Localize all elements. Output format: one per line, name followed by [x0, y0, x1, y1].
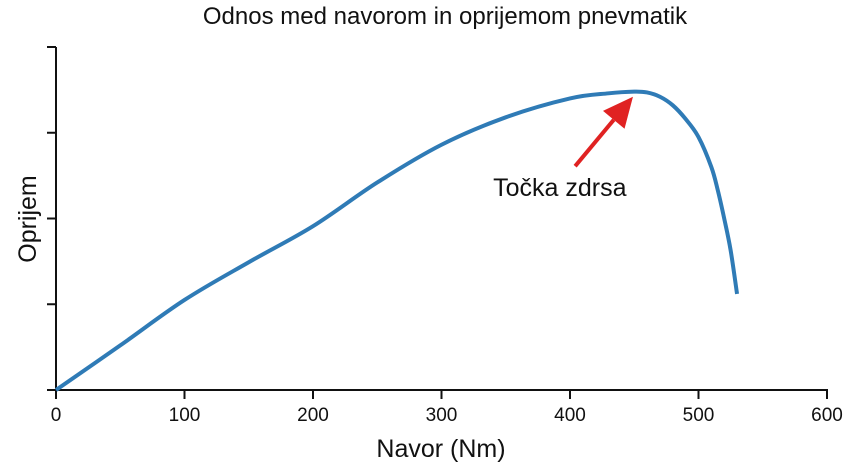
- chart-title: Odnos med navorom in oprijemom pnevmatik: [203, 3, 688, 30]
- annotation-arrow-head: [603, 96, 633, 129]
- x-tick-label: 600: [811, 405, 843, 426]
- annotation-label: Točka zdrsa: [493, 174, 626, 202]
- x-tick-label: 0: [51, 405, 62, 426]
- x-tick-label: 100: [169, 405, 201, 426]
- x-tick-label: 400: [554, 405, 586, 426]
- series-line: [54, 89, 740, 392]
- y-axis-label: Oprijem: [14, 175, 42, 263]
- x-tick-label: 300: [426, 405, 458, 426]
- x-tick-label: 500: [683, 405, 715, 426]
- annotation-arrow-shaft: [573, 118, 616, 168]
- x-tick-label: 200: [297, 405, 329, 426]
- x-axis-label: Navor (Nm): [376, 435, 505, 463]
